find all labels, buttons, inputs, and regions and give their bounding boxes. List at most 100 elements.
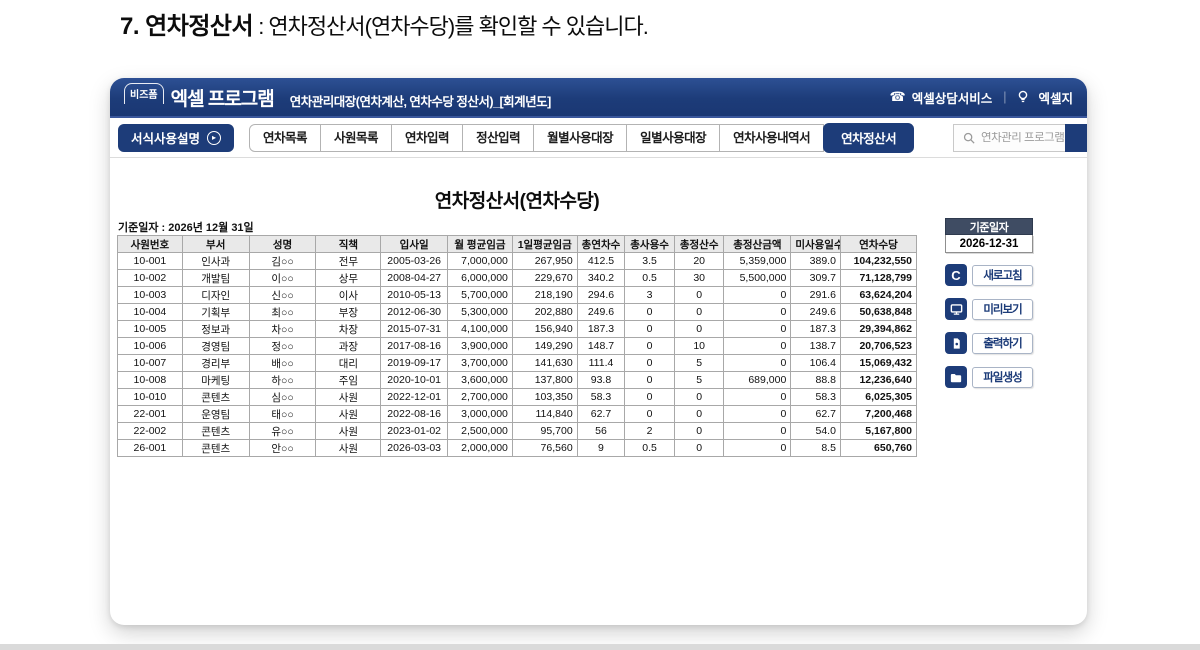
cell: 0	[673, 286, 725, 304]
column-header: 1일평균임금	[511, 235, 578, 253]
cell: 2	[624, 422, 675, 440]
cell: 0	[624, 405, 675, 423]
cell: 기획부	[181, 303, 250, 321]
cell: 0	[723, 320, 792, 338]
column-header: 부서	[181, 235, 250, 253]
cell: 사원	[315, 405, 382, 423]
cell: 22-001	[117, 405, 183, 423]
cell: 콘텐츠	[181, 422, 250, 440]
page-title-rest: : 연차정산서(연차수당)를 확인할 수 있습니다.	[253, 14, 649, 39]
tab-8[interactable]: 연차정산서	[823, 122, 915, 153]
cell: 88.8	[790, 371, 841, 389]
cell: 389.0	[790, 252, 841, 270]
cell: 0	[624, 388, 675, 406]
tab-1[interactable]: 연차목록	[249, 123, 322, 152]
base-date-caption: 기준일자 : 2026년 12월 31일	[118, 222, 254, 234]
excel-consult-link[interactable]: 엑셀상담서비스	[911, 91, 993, 106]
file-create-button[interactable]: 파일생성	[945, 366, 1033, 388]
cell: 249.6	[576, 303, 626, 321]
cell: 경영팀	[181, 337, 250, 355]
monitor-icon	[945, 298, 967, 320]
refresh-button[interactable]: C 새로고침	[945, 264, 1033, 286]
app-logo-title: 엑셀 프로그램	[170, 88, 275, 110]
cell: 2026-03-03	[380, 439, 449, 457]
cell: 187.3	[790, 320, 841, 338]
column-header: 직책	[315, 235, 382, 253]
cell: 249.6	[790, 303, 841, 321]
cell: 29,394,862	[839, 320, 918, 338]
guide-button[interactable]: 서식사용설명 ▸	[118, 123, 235, 152]
bizforms-logo-badge: 비즈폼	[124, 82, 164, 104]
cell: 2008-04-27	[380, 269, 449, 287]
cell: 0	[673, 439, 725, 457]
cell: 0	[723, 303, 792, 321]
cell: 5	[673, 354, 725, 372]
tab-3[interactable]: 연차입력	[391, 123, 464, 152]
titlebar-links: ☎ 엑셀상담서비스 | 엑셀지	[890, 88, 1073, 107]
cell: 76,560	[511, 439, 578, 457]
cell: 62.7	[576, 405, 626, 423]
cell: 10-002	[117, 269, 183, 287]
cell: 0	[673, 320, 725, 338]
cell: 사원	[315, 422, 382, 440]
cell: 412.5	[576, 252, 626, 270]
table-header-row: 사원번호 부서 성명 직책 입사일 월 평균임금 1일평균임금 총연차수 총사용수 총정산수 총정산…	[117, 235, 918, 253]
tab-5[interactable]: 월별사용대장	[533, 123, 628, 152]
table-row: 26-001 콘텐츠 안○○ 사원 2026-03-03 2,000,000 76,560 9…	[117, 439, 918, 457]
report-title: 연차정산서(연차수당)	[434, 191, 600, 212]
toolbar: 서식사용설명 ▸ 연차목록 사원목록 연차입력 정산입력 월별사용대장 일별사용대장 연차사…	[110, 118, 1087, 158]
folder-icon	[945, 366, 967, 388]
print-button-label: 출력하기	[972, 332, 1033, 354]
cell: 0	[723, 337, 792, 355]
table-row: 10-001 인사과 김○○ 전무 2005-03-26 7,000,000 267,950…	[117, 252, 918, 270]
cell: 2,700,000	[447, 388, 513, 406]
cell: 0.5	[624, 269, 675, 287]
cell: 0.5	[624, 439, 675, 457]
cell: 58.3	[576, 388, 626, 406]
cell: 9	[576, 439, 626, 457]
cell: 0	[673, 303, 725, 321]
cell: 15,069,432	[839, 354, 918, 372]
cell: 정○○	[248, 337, 317, 355]
cell: 디자인	[181, 286, 250, 304]
search-submit-button[interactable]	[1065, 124, 1087, 152]
table-row: 10-010 콘텐츠 심○○ 사원 2022-12-01 2,700,000 103,350…	[117, 388, 918, 406]
cell: 12,236,640	[839, 371, 918, 389]
print-button[interactable]: 출력하기	[945, 332, 1033, 354]
table-row: 10-007 경리부 배○○ 대리 2019-09-17 3,700,000 141,630…	[117, 354, 918, 372]
cell: 0	[673, 388, 725, 406]
cell: 7,000,000	[447, 252, 513, 270]
lightbulb-icon	[1017, 90, 1029, 104]
cell: 유○○	[248, 422, 317, 440]
cell: 부장	[315, 303, 382, 321]
cell: 콘텐츠	[181, 388, 250, 406]
cell: 정보과	[181, 320, 250, 338]
tab-6[interactable]: 일별사용대장	[626, 123, 721, 152]
cell: 5,500,000	[723, 269, 792, 287]
cell: 650,760	[839, 439, 918, 457]
cell: 58.3	[790, 388, 841, 406]
cell: 0	[723, 354, 792, 372]
cell: 4,100,000	[447, 320, 513, 338]
table-row: 10-003 디자인 신○○ 이사 2010-05-13 5,700,000 218,190…	[117, 286, 918, 304]
search-input[interactable]	[981, 132, 1065, 144]
cell: 0	[723, 286, 792, 304]
cell: 2022-12-01	[380, 388, 449, 406]
cell: 62.7	[790, 405, 841, 423]
cell: 10-001	[117, 252, 183, 270]
cell: 0	[673, 422, 725, 440]
cell: 사원	[315, 439, 382, 457]
cell: 8.5	[790, 439, 841, 457]
cell: 이○○	[248, 269, 317, 287]
tab-7[interactable]: 연차사용내역서	[719, 123, 825, 152]
cell: 3,000,000	[447, 405, 513, 423]
table-row: 10-004 기획부 최○○ 부장 2012-06-30 5,300,000 202,880…	[117, 303, 918, 321]
tab-4[interactable]: 정산입력	[462, 123, 535, 152]
cell: 218,190	[511, 286, 578, 304]
base-date-value[interactable]: 2026-12-31	[945, 235, 1033, 253]
tab-2[interactable]: 사원목록	[320, 123, 393, 152]
cell: 187.3	[576, 320, 626, 338]
preview-button[interactable]: 미리보기	[945, 298, 1033, 320]
excel-tip-link[interactable]: 엑셀지	[1038, 91, 1073, 106]
cell: 309.7	[790, 269, 841, 287]
